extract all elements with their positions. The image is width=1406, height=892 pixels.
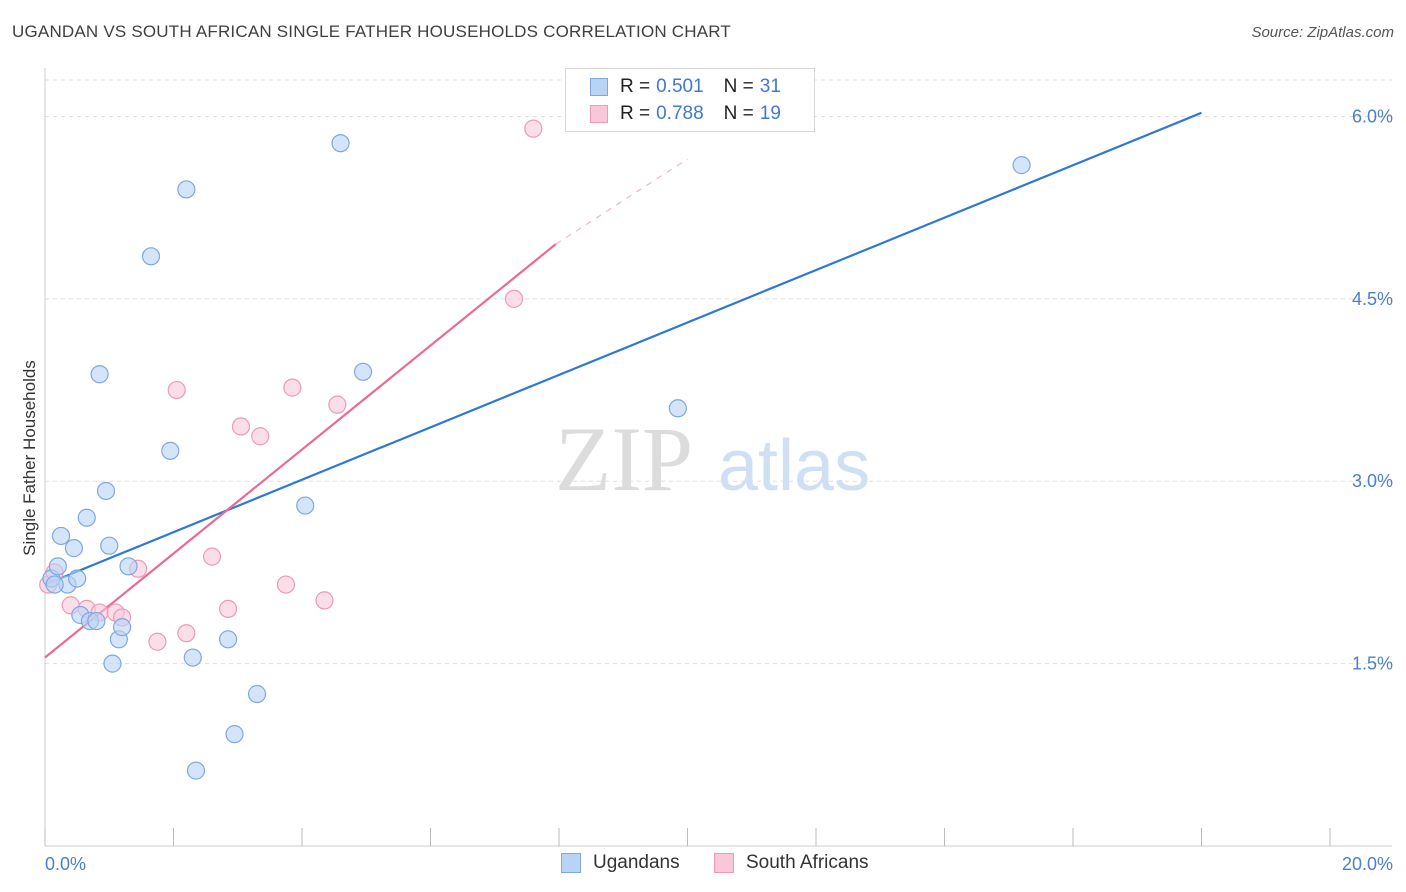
ugandans-point bbox=[119, 557, 138, 576]
south-africans-point bbox=[148, 632, 167, 651]
ugandans-point bbox=[103, 654, 122, 673]
legend-row-ugandans: R = 0.501 N = 31 bbox=[590, 76, 781, 98]
ugandans-point bbox=[100, 536, 119, 555]
y-tick-label: 3.0% bbox=[1352, 471, 1393, 491]
ugandans-point bbox=[87, 611, 106, 631]
legend-swatch-blue bbox=[590, 78, 608, 96]
south-africans-point bbox=[202, 547, 222, 566]
legend-row-south-africans: R = 0.788 N = 19 bbox=[590, 103, 781, 125]
ugandans-point bbox=[64, 539, 84, 558]
correlation-legend: R = 0.501 N = 31 R = 0.788 N = 19 bbox=[565, 68, 815, 132]
south-africans-point bbox=[328, 395, 347, 414]
south-africans-trend-extension bbox=[555, 158, 688, 245]
south-africans-label: South Africans bbox=[746, 852, 869, 873]
south-africans-point bbox=[219, 599, 238, 619]
south-africans-trend-line bbox=[44, 243, 557, 659]
x-tick-label-max: 20.0% bbox=[1342, 854, 1393, 874]
gridlines bbox=[45, 79, 1392, 665]
ugandans-point bbox=[219, 630, 238, 649]
y-tick-label: 4.5% bbox=[1352, 289, 1393, 309]
ugandans-point bbox=[225, 725, 244, 744]
ugandans-point bbox=[68, 569, 87, 588]
legend-n-value: 31 bbox=[759, 76, 781, 97]
ugandans-point bbox=[90, 365, 109, 384]
axes bbox=[44, 68, 1392, 847]
series-legend-ugandans: Ugandans bbox=[561, 852, 680, 874]
south-africans-swatch bbox=[714, 853, 734, 873]
legend-r-value: 0.788 bbox=[656, 103, 704, 124]
y-tick-label: 1.5% bbox=[1352, 654, 1393, 674]
ugandans-point bbox=[141, 247, 161, 266]
ugandans-point bbox=[183, 648, 202, 667]
legend-n-value: 19 bbox=[759, 103, 781, 124]
ugandans-point bbox=[161, 441, 180, 460]
ugandans-point bbox=[77, 508, 96, 527]
south-africans-point bbox=[524, 119, 543, 138]
watermark-zip: ZIP bbox=[555, 408, 693, 510]
south-africans-point bbox=[315, 591, 334, 610]
ugandans-point bbox=[112, 618, 132, 637]
y-axis-label: Single Father Households bbox=[20, 360, 39, 556]
ugandans-point bbox=[668, 399, 687, 418]
ugandans-point bbox=[353, 362, 373, 381]
trend-lines bbox=[44, 111, 1202, 659]
watermark-atlas: atlas bbox=[718, 426, 870, 506]
chart-title: UGANDAN VS SOUTH AFRICAN SINGLE FATHER H… bbox=[12, 22, 732, 41]
y-tick-labels: 1.5% 3.0% 4.5% 6.0% bbox=[1352, 106, 1393, 673]
legend-r-label: R = bbox=[620, 76, 651, 97]
south-africans-point bbox=[167, 380, 186, 400]
watermark: ZIP atlas bbox=[555, 408, 870, 510]
ugandans-point bbox=[296, 496, 315, 515]
south-africans-point bbox=[504, 289, 524, 308]
series-legend-south-africans: South Africans bbox=[714, 852, 869, 874]
legend-swatch-pink bbox=[590, 105, 608, 123]
legend-r-label: R = bbox=[620, 103, 651, 124]
ugandans-swatch bbox=[561, 853, 581, 873]
south-africans-point bbox=[177, 624, 196, 643]
ugandans-point bbox=[177, 180, 196, 199]
ugandans-point bbox=[186, 761, 206, 780]
legend-r-value: 0.501 bbox=[656, 76, 704, 97]
ugandans-point bbox=[45, 575, 64, 594]
y-tick-label: 6.0% bbox=[1352, 106, 1393, 126]
source-label: Source: ZipAtlas.com bbox=[1251, 24, 1394, 41]
ugandans-point bbox=[48, 557, 67, 576]
x-tick-label-min: 0.0% bbox=[45, 854, 86, 874]
data-points bbox=[39, 119, 1031, 780]
ugandans-point bbox=[96, 481, 116, 501]
legend-n-label: N = bbox=[723, 103, 754, 124]
ugandans-trend-line bbox=[44, 111, 1202, 586]
legend-n-label: N = bbox=[723, 76, 754, 97]
south-africans-point bbox=[231, 417, 251, 436]
ugandans-point bbox=[247, 684, 267, 704]
ugandans-point bbox=[331, 134, 350, 153]
ugandans-point bbox=[1012, 156, 1031, 175]
south-africans-point bbox=[276, 575, 296, 594]
south-africans-point bbox=[283, 378, 302, 397]
ugandans-label: Ugandans bbox=[593, 852, 680, 873]
x-tick-marks bbox=[44, 828, 1331, 846]
south-africans-point bbox=[251, 427, 270, 446]
ugandans-point bbox=[51, 526, 71, 546]
